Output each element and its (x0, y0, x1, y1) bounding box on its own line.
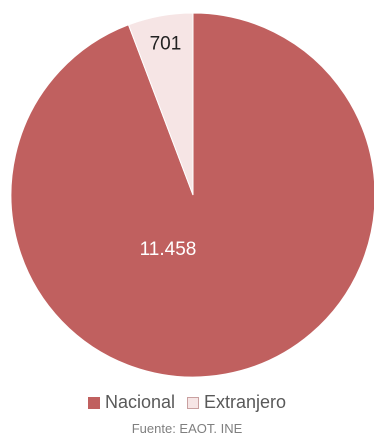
legend-swatch-extranjero (187, 396, 199, 409)
source-note: Fuente: EAOT. INE (131, 421, 243, 436)
chart-legend: Nacional Extranjero (0, 392, 374, 413)
pie-slice-extranjero (127, 12, 194, 196)
legend-item-nacional: Nacional (87, 392, 175, 413)
data-label-extranjero: 701 (150, 34, 182, 55)
legend-item-extranjero: Extranjero (187, 392, 286, 413)
legend-swatch-nacional (87, 396, 100, 409)
legend-label-nacional: Nacional (104, 392, 175, 412)
pie-chart-svg: 11.458 701 (10, 12, 374, 378)
legend-label-extranjero: Extranjero (204, 392, 287, 412)
data-label-nacional: 11.458 (140, 239, 197, 260)
